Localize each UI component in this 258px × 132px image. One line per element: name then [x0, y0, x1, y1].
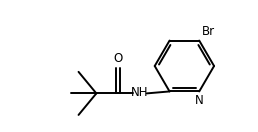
Text: NH: NH: [131, 86, 149, 99]
Text: Br: Br: [202, 25, 215, 38]
Text: N: N: [195, 94, 204, 107]
Text: O: O: [114, 52, 123, 65]
